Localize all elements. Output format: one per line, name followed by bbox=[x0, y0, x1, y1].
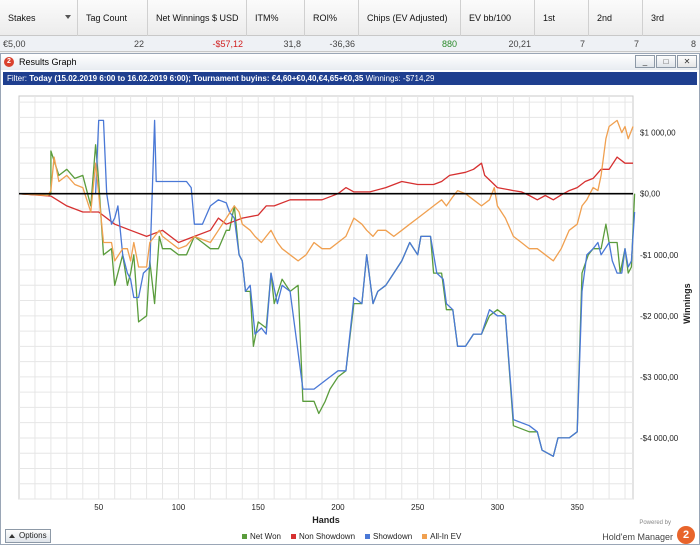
brand-name: Hold'em Manager bbox=[602, 532, 673, 542]
brand-powered-by: Powered by bbox=[639, 520, 671, 526]
column-header-net-winnings[interactable]: Net Winnings $ USD bbox=[148, 0, 247, 36]
minimize-button[interactable]: _ bbox=[635, 55, 655, 68]
maximize-button[interactable]: □ bbox=[656, 55, 676, 68]
legend-swatch bbox=[242, 534, 247, 539]
stats-header: Stakes Tag Count Net Winnings $ USD ITM%… bbox=[0, 0, 700, 36]
column-header-1st[interactable]: 1st bbox=[535, 0, 589, 36]
x-tick-label: 250 bbox=[411, 503, 425, 512]
cell-stakes: €5,00 bbox=[3, 39, 26, 49]
y-tick-label: -$4 000,00 bbox=[640, 434, 679, 443]
column-header-chips-ev[interactable]: Chips (EV Adjusted) bbox=[359, 0, 461, 36]
x-axis-label: Hands bbox=[312, 515, 340, 525]
filter-winnings: Winnings: -$714,29 bbox=[365, 74, 435, 83]
column-header-3rd[interactable]: 3rd bbox=[651, 13, 665, 23]
y-tick-label: $1 000,00 bbox=[640, 129, 676, 138]
legend-swatch bbox=[365, 534, 371, 539]
table-row[interactable]: €5,00 22 -$57,12 31,8 -36,36 880 20,21 7… bbox=[0, 36, 700, 52]
y-tick-label: -$2 000,00 bbox=[640, 312, 679, 321]
chart-footer: Options Net Won Non Showdown Showdown Al… bbox=[1, 520, 699, 544]
y-axis-label: Winnings bbox=[682, 283, 692, 323]
results-chart[interactable]: $1 000,00 $0,00 -$1 000,00 -$2 000,00 -$3 00… bbox=[1, 86, 699, 526]
cell-chips-ev: 880 bbox=[441, 39, 457, 49]
series-line-showdown bbox=[19, 119, 636, 457]
cell-roi: -36,36 bbox=[329, 39, 355, 49]
column-header-roi[interactable]: ROI% bbox=[305, 0, 359, 36]
filter-text: Today (15.02.2019 6:00 to 16.02.2019 6:0… bbox=[29, 74, 364, 83]
column-header-2nd[interactable]: 2nd bbox=[589, 0, 643, 36]
column-header-stakes[interactable]: Stakes bbox=[0, 0, 78, 36]
chart-legend: Net Won Non Showdown Showdown All-In EV bbox=[242, 532, 461, 541]
cell-1st: 7 bbox=[579, 39, 585, 49]
app-logo-icon: 2 bbox=[4, 57, 14, 67]
cell-ev-bb100: 20,21 bbox=[508, 39, 531, 49]
x-tick-label: 300 bbox=[491, 503, 505, 512]
window-title: Results Graph bbox=[19, 57, 77, 67]
legend-swatch bbox=[422, 534, 428, 539]
legend-item-showdown[interactable]: Showdown bbox=[365, 532, 412, 541]
cell-itm: 31,8 bbox=[283, 39, 301, 49]
chart-series bbox=[18, 119, 636, 457]
window-controls: _ □ ✕ bbox=[635, 55, 697, 68]
x-tick-label: 50 bbox=[94, 503, 103, 512]
brand-logo: Powered by Hold'em Manager 2 bbox=[602, 520, 695, 544]
column-header-tag-count[interactable]: Tag Count bbox=[78, 0, 148, 36]
column-header-ev-bb100[interactable]: EV bb/100 bbox=[461, 0, 535, 36]
y-tick-label: -$3 000,00 bbox=[640, 373, 679, 382]
filter-prefix: Filter: bbox=[7, 74, 27, 83]
brand-badge-icon: 2 bbox=[677, 526, 695, 544]
close-button[interactable]: ✕ bbox=[677, 55, 697, 68]
cell-net-winnings: -$57,12 bbox=[212, 39, 243, 49]
sort-dropdown-icon[interactable] bbox=[65, 15, 71, 19]
legend-item-net-won[interactable]: Net Won bbox=[242, 532, 281, 541]
cell-2nd: 7 bbox=[633, 39, 639, 49]
cell-tag-count: 22 bbox=[133, 39, 144, 49]
x-tick-label: 200 bbox=[331, 503, 345, 512]
x-axis-ticks: 50 100 150 200 250 300 350 bbox=[94, 503, 584, 512]
y-tick-label: -$1 000,00 bbox=[640, 251, 679, 260]
y-tick-label: $0,00 bbox=[640, 190, 661, 199]
results-graph-window: 2 Results Graph _ □ ✕ Filter: Today (15.… bbox=[0, 53, 700, 545]
series-line-all-in-ev bbox=[18, 119, 634, 268]
caret-up-icon bbox=[9, 534, 15, 538]
legend-swatch bbox=[290, 534, 296, 539]
options-button[interactable]: Options bbox=[5, 529, 51, 543]
legend-item-non-showdown[interactable]: Non Showdown bbox=[290, 532, 355, 541]
filter-bar: Filter: Today (15.02.2019 6:00 to 16.02.… bbox=[3, 72, 697, 85]
y-axis-ticks: $1 000,00 $0,00 -$1 000,00 -$2 000,00 -$3 00… bbox=[640, 129, 679, 443]
legend-item-all-in-ev[interactable]: All-In EV bbox=[422, 532, 461, 541]
chart-grid bbox=[18, 95, 634, 500]
cell-3rd: 8 bbox=[690, 39, 696, 49]
x-tick-label: 350 bbox=[571, 503, 585, 512]
column-header-itm[interactable]: ITM% bbox=[247, 0, 305, 36]
x-tick-label: 150 bbox=[252, 503, 266, 512]
window-titlebar[interactable]: 2 Results Graph _ □ ✕ bbox=[1, 54, 699, 70]
x-tick-label: 100 bbox=[172, 503, 186, 512]
plot-area bbox=[18, 95, 634, 500]
